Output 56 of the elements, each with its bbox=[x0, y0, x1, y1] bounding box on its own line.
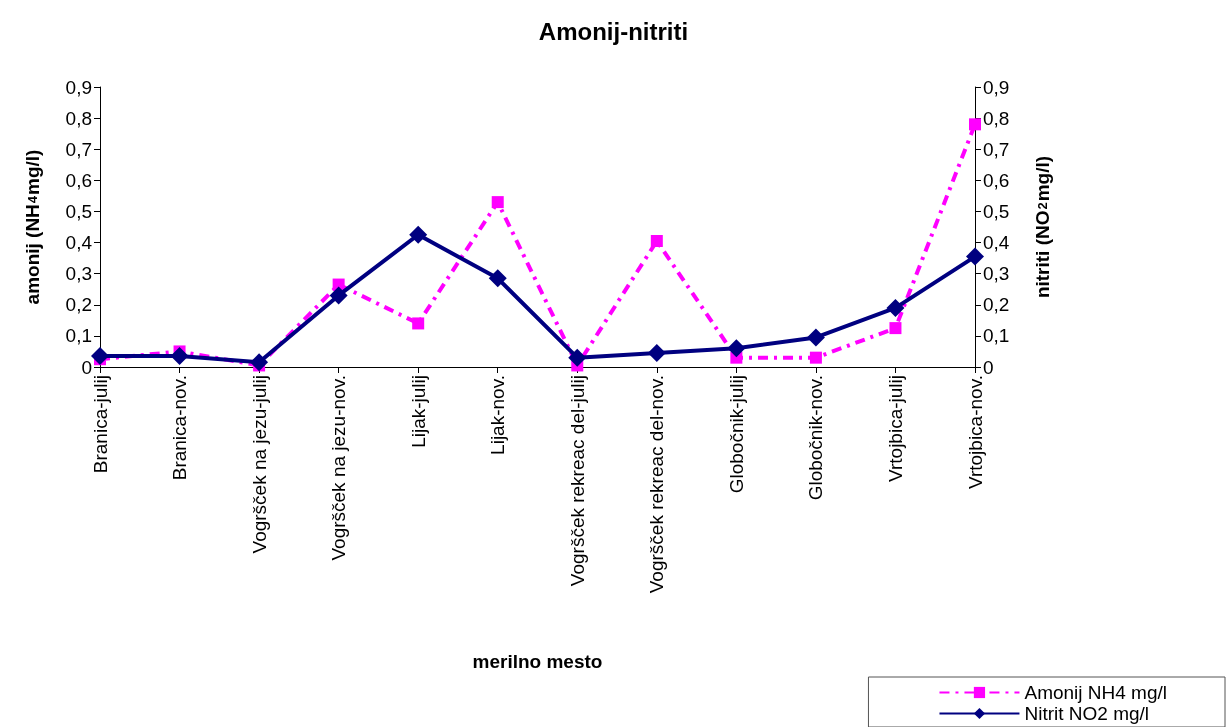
y-tick-label: 0,1 bbox=[65, 325, 92, 347]
y2-tick-label: 0,8 bbox=[983, 107, 1010, 129]
x-tick-label: Globočnik-nov. bbox=[805, 375, 827, 501]
x-tick-label: Vogršček rekreac del-nov. bbox=[646, 375, 668, 594]
point bbox=[809, 351, 822, 364]
y2-tick-label: 0,2 bbox=[983, 294, 1010, 316]
point bbox=[727, 339, 746, 358]
y2-tick-label: 0,6 bbox=[983, 169, 1010, 191]
x-tick-label: Vrtojbica-julij bbox=[884, 375, 906, 482]
y2-tick-label: 0 bbox=[983, 356, 994, 378]
legend-label: Amonij NH4 mg/l bbox=[1024, 682, 1168, 703]
point bbox=[250, 353, 269, 372]
y2-tick-label: 0,4 bbox=[983, 232, 1010, 254]
point bbox=[966, 247, 984, 266]
y-tick-label: 0,4 bbox=[65, 232, 93, 254]
y-axis-title: amonij (NH4mg/l) bbox=[22, 149, 43, 305]
x-tick-label: Branica-julij bbox=[89, 375, 111, 474]
y-tick-label: 0,8 bbox=[65, 107, 92, 129]
x-tick-label: Vogršček na jezu-nov. bbox=[328, 375, 350, 561]
y-tick-label: 0,7 bbox=[65, 138, 92, 160]
y2-tick-label: 0,5 bbox=[983, 200, 1010, 222]
point bbox=[91, 347, 109, 366]
chart-title: Amonij-nitriti bbox=[538, 17, 689, 45]
x-tick-label: Lijak-julij bbox=[407, 375, 429, 448]
point bbox=[409, 225, 428, 244]
point bbox=[650, 235, 663, 247]
x-tick-label: Branica-nov. bbox=[169, 375, 191, 481]
y2-tick-label: 0,3 bbox=[983, 263, 1010, 285]
x-tick-label: Globočnik-julij bbox=[725, 375, 747, 494]
point bbox=[488, 269, 507, 288]
x-tick-label: Vogršček rekreac del-julij bbox=[566, 375, 588, 587]
point bbox=[491, 196, 504, 209]
point bbox=[329, 286, 348, 305]
point bbox=[969, 118, 981, 131]
point bbox=[889, 322, 902, 335]
legend-label: Nitrit NO2 mg/l bbox=[1024, 703, 1150, 724]
x-tick-label: Vrtojbica-nov. bbox=[964, 375, 986, 490]
point bbox=[886, 298, 905, 317]
y2-tick-label: 0,9 bbox=[983, 76, 1010, 98]
x-axis-title: merilno mesto bbox=[472, 651, 603, 672]
x-tick-label: Lijak-nov. bbox=[487, 375, 509, 455]
point bbox=[568, 348, 587, 367]
y2-tick-label: 0,7 bbox=[983, 138, 1010, 160]
point bbox=[647, 344, 666, 362]
point bbox=[170, 347, 189, 366]
y-tick-label: 0,5 bbox=[65, 200, 92, 222]
y-tick-label: 0,6 bbox=[65, 169, 92, 191]
y2-tick-label: 0,1 bbox=[983, 325, 1010, 347]
y-tick-label: 0,9 bbox=[65, 76, 92, 98]
point bbox=[806, 328, 825, 347]
x-tick-label: Vogršček na jezu-julij bbox=[248, 375, 270, 554]
point bbox=[412, 317, 425, 330]
y-tick-label: 0,2 bbox=[65, 294, 92, 316]
y2-axis-title: nitriti (NO2mg/l) bbox=[1032, 155, 1053, 299]
y-tick-label: 0 bbox=[81, 356, 92, 378]
y-tick-label: 0,3 bbox=[65, 263, 92, 285]
